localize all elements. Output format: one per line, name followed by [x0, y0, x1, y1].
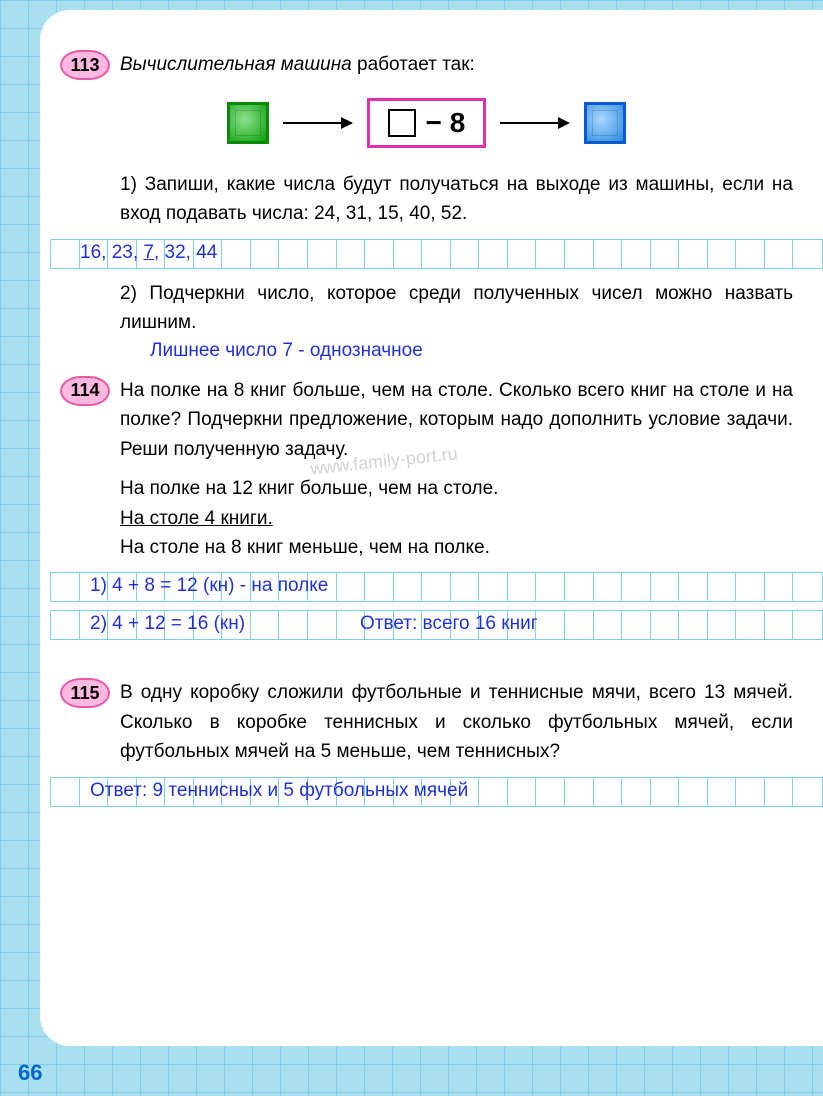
problem-115-text: В одну коробку сложили футбольные и тенн…: [120, 678, 793, 766]
p113-answer1: 16, 23, 7, 32, 44: [80, 242, 217, 264]
arrow-icon: [283, 113, 353, 133]
workbook-page: 113 Вычислительная машина работает так: …: [40, 10, 823, 1046]
problem-113: 113 Вычислительная машина работает так: …: [60, 50, 793, 362]
problem-113-q1: 1) Запиши, какие числа будут получаться …: [60, 170, 793, 229]
problem-header: 115 В одну коробку сложили футбольные и …: [60, 678, 793, 766]
p115-answer: Ответ: 9 теннисных и 5 футбольных мячей: [90, 780, 468, 802]
problem-113-q2: 2) Подчеркни число, которое среди получе…: [60, 279, 793, 338]
p114-stmt1: На полке на 12 книг больше, чем на столе…: [60, 474, 793, 503]
problem-113-title: Вычислительная машина работает так:: [120, 50, 475, 79]
arrow-icon: [500, 113, 570, 133]
placeholder-square-icon: [388, 109, 416, 137]
problem-badge-115: 115: [60, 678, 110, 708]
p114-sol1: 1) 4 + 8 = 12 (кн) - на полке: [90, 575, 328, 597]
p113-answer2: Лишнее число 7 - однозначное: [60, 340, 793, 362]
problem-115: 115 В одну коробку сложили футбольные и …: [60, 678, 793, 806]
problem-header: 113 Вычислительная машина работает так:: [60, 50, 793, 80]
problem-114: 114 На полке на 8 книг больше, чем на ст…: [60, 376, 793, 641]
output-square-icon: [584, 102, 626, 144]
p114-stmt2: На столе 4 книги.: [60, 504, 793, 533]
problem-badge-113: 113: [60, 50, 110, 80]
operation-text: − 8: [426, 107, 466, 139]
p114-stmt3: На столе на 8 книг меньше, чем на полке.: [60, 533, 793, 562]
operation-box: − 8: [367, 98, 487, 148]
problem-badge-114: 114: [60, 376, 110, 406]
flow-diagram: − 8: [60, 98, 793, 148]
problem-114-text: На полке на 8 книг больше, чем на столе.…: [120, 376, 793, 464]
input-square-icon: [227, 102, 269, 144]
p114-sol2-right: Ответ: всего 16 книг: [360, 613, 538, 635]
page-number: 66: [18, 1060, 42, 1086]
p114-sol2-left: 2) 4 + 12 = 16 (кн): [90, 613, 245, 635]
problem-header: 114 На полке на 8 книг больше, чем на ст…: [60, 376, 793, 464]
